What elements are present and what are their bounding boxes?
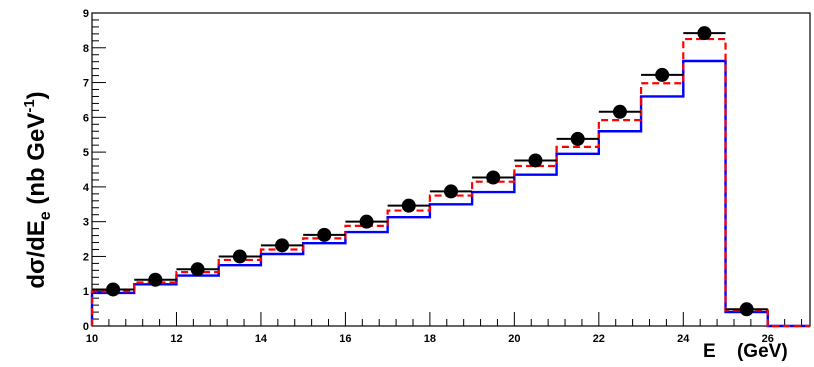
y-tick-label: 0 — [83, 321, 89, 333]
x-axis-unit: (GeV) — [737, 341, 788, 362]
x-tick-label: 26 — [762, 333, 774, 345]
x-tick-label: 20 — [508, 333, 520, 345]
data-point — [655, 67, 670, 82]
plot-frame — [91, 12, 811, 327]
plot-area-border — [91, 12, 811, 327]
y-tick-label: 2 — [83, 251, 89, 263]
data-point — [697, 26, 712, 41]
data-point — [275, 238, 290, 253]
x-tick-label: 10 — [86, 333, 98, 345]
dashed-histogram-line — [90, 37, 810, 328]
data-point — [570, 131, 585, 146]
solid-histogram-line — [90, 59, 810, 328]
y-axis-label-main: dσ/dE — [23, 220, 50, 288]
y-tick-label: 5 — [83, 147, 89, 159]
y-tick-label: 9 — [83, 8, 89, 20]
data-point — [486, 170, 501, 185]
x-tick-label: 12 — [170, 333, 182, 345]
y-tick-label: 7 — [83, 78, 89, 90]
x-ticks: 10 12 14 16 18 20 22 24 26 — [86, 312, 803, 345]
y-axis-label-sub: e — [37, 211, 54, 220]
data-point — [739, 302, 754, 317]
data-point — [148, 272, 163, 287]
y-axis-label-unit-open: (nb GeV — [23, 113, 50, 212]
series-group — [90, 26, 810, 328]
x-tick-label: 22 — [593, 333, 605, 345]
data-point — [612, 104, 627, 119]
x-tick-label: 24 — [677, 333, 690, 345]
data-point — [528, 153, 543, 168]
data-point — [401, 198, 416, 213]
data-point — [232, 249, 247, 264]
y-axis-title: dσ/dEe (nb GeV-1) — [21, 91, 54, 288]
y-tick-label: 6 — [83, 112, 89, 124]
x-axis-label: E — [703, 341, 716, 362]
x-axis-title: E (GeV) — [703, 341, 788, 362]
y-axis-label-unit-sup: -1 — [21, 99, 38, 112]
data-point — [317, 227, 332, 242]
x-tick-label: 14 — [255, 333, 268, 345]
y-tick-label: 1 — [83, 286, 89, 298]
y-axis-label-unit-close: ) — [23, 91, 50, 99]
data-point — [106, 282, 121, 297]
x-tick-label: 16 — [339, 333, 351, 345]
y-ticks: 0 1 2 3 4 5 6 7 8 9 — [83, 8, 106, 333]
y-tick-label: 3 — [83, 217, 89, 229]
data-point — [444, 184, 458, 199]
y-tick-label: 4 — [83, 182, 90, 194]
data-point — [190, 262, 205, 277]
y-tick-label: 8 — [83, 43, 89, 55]
data-point — [359, 214, 374, 229]
x-tick-label: 18 — [424, 333, 436, 345]
